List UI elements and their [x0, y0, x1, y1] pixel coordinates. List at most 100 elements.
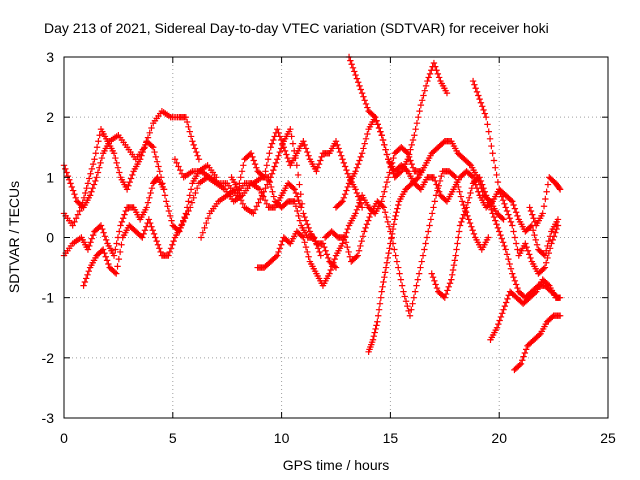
- data-point: [274, 126, 281, 133]
- data-point: [499, 239, 507, 246]
- data-point: [356, 199, 363, 206]
- data-point: [253, 164, 260, 171]
- data-point: [351, 68, 358, 75]
- data-point: [102, 253, 109, 260]
- data-point: [393, 209, 400, 216]
- data-point: [357, 86, 365, 93]
- data-point: [199, 229, 207, 236]
- data-point: [473, 88, 481, 96]
- data-point: [496, 228, 503, 235]
- data-points: [60, 53, 564, 374]
- data-point: [103, 236, 110, 244]
- data-point: [361, 140, 368, 147]
- data-point: [86, 175, 93, 182]
- data-point: [505, 255, 512, 263]
- data-point: [114, 164, 122, 171]
- data-point: [316, 248, 323, 256]
- data-point: [344, 170, 351, 177]
- data-point: [410, 294, 418, 301]
- data-point: [464, 212, 471, 220]
- data-point: [384, 218, 391, 226]
- data-point: [84, 271, 91, 279]
- data-point: [96, 132, 103, 139]
- data-point: [272, 253, 280, 260]
- data-point: [500, 306, 507, 313]
- data-point: [497, 231, 504, 239]
- data-point: [373, 322, 380, 329]
- data-point: [263, 200, 271, 208]
- data-point: [361, 228, 368, 235]
- data-point: [182, 113, 190, 121]
- data-point: [485, 199, 492, 206]
- data-point: [526, 251, 533, 258]
- data-point: [183, 118, 191, 126]
- data-point: [185, 207, 192, 215]
- data-point: [554, 222, 562, 229]
- data-point: [396, 169, 404, 176]
- series-sat-A: [60, 107, 203, 211]
- data-point: [255, 199, 262, 206]
- data-point: [498, 193, 506, 200]
- data-point: [498, 235, 506, 242]
- data-point: [276, 148, 284, 156]
- data-point: [531, 289, 539, 297]
- data-point: [465, 216, 472, 223]
- data-point: [403, 166, 410, 174]
- data-point: [288, 133, 295, 140]
- data-point: [353, 164, 361, 171]
- data-point: [412, 126, 419, 133]
- data-point: [378, 288, 385, 295]
- data-point: [493, 324, 501, 331]
- data-point: [187, 133, 195, 140]
- data-point: [502, 299, 510, 306]
- data-point: [315, 160, 323, 168]
- data-point: [527, 223, 534, 230]
- data-point: [165, 252, 172, 259]
- data-point: [379, 136, 387, 144]
- data-point: [501, 200, 508, 208]
- data-point: [548, 240, 555, 247]
- data-point: [530, 215, 537, 222]
- data-point: [514, 212, 521, 220]
- data-point: [266, 150, 273, 157]
- data-point: [385, 156, 392, 163]
- data-point: [468, 223, 475, 230]
- data-point: [432, 192, 440, 199]
- data-point: [392, 252, 399, 259]
- data-point: [87, 170, 94, 177]
- data-point: [388, 230, 396, 238]
- data-point: [250, 210, 257, 217]
- data-point: [125, 182, 132, 189]
- data-point: [456, 222, 464, 229]
- data-point: [283, 151, 290, 158]
- data-point: [444, 287, 451, 294]
- data-point: [479, 103, 486, 110]
- data-point: [238, 168, 246, 175]
- data-point: [455, 234, 462, 241]
- data-point: [275, 152, 282, 159]
- data-point: [386, 245, 393, 252]
- data-point: [467, 189, 474, 197]
- data-point: [521, 349, 529, 357]
- data-point: [503, 207, 511, 215]
- data-point: [279, 141, 286, 149]
- series-sat-B: [60, 126, 220, 235]
- data-point: [298, 233, 306, 240]
- data-point: [93, 174, 100, 181]
- data-point: [274, 252, 281, 259]
- data-point: [421, 246, 428, 253]
- data-point: [344, 225, 351, 233]
- data-point: [321, 243, 328, 251]
- data-point: [500, 216, 507, 223]
- data-point: [454, 240, 461, 247]
- data-point: [381, 188, 388, 195]
- data-point: [489, 210, 496, 217]
- data-point: [154, 241, 162, 248]
- data-point: [495, 320, 502, 328]
- series-sat-C: [60, 174, 168, 259]
- data-point: [375, 124, 383, 132]
- series-sat-J: [345, 53, 451, 181]
- series-sat-N: [469, 77, 562, 277]
- data-point: [532, 236, 539, 244]
- data-point: [146, 219, 154, 227]
